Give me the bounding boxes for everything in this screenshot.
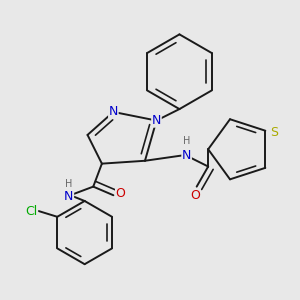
- Text: O: O: [116, 187, 125, 200]
- Text: Cl: Cl: [25, 205, 38, 218]
- Text: N: N: [64, 190, 74, 203]
- Text: S: S: [270, 126, 278, 139]
- Text: N: N: [109, 105, 118, 119]
- Text: N: N: [152, 114, 161, 127]
- Text: H: H: [183, 136, 190, 146]
- Text: H: H: [65, 179, 73, 189]
- Text: N: N: [182, 148, 191, 161]
- Text: O: O: [190, 189, 200, 202]
